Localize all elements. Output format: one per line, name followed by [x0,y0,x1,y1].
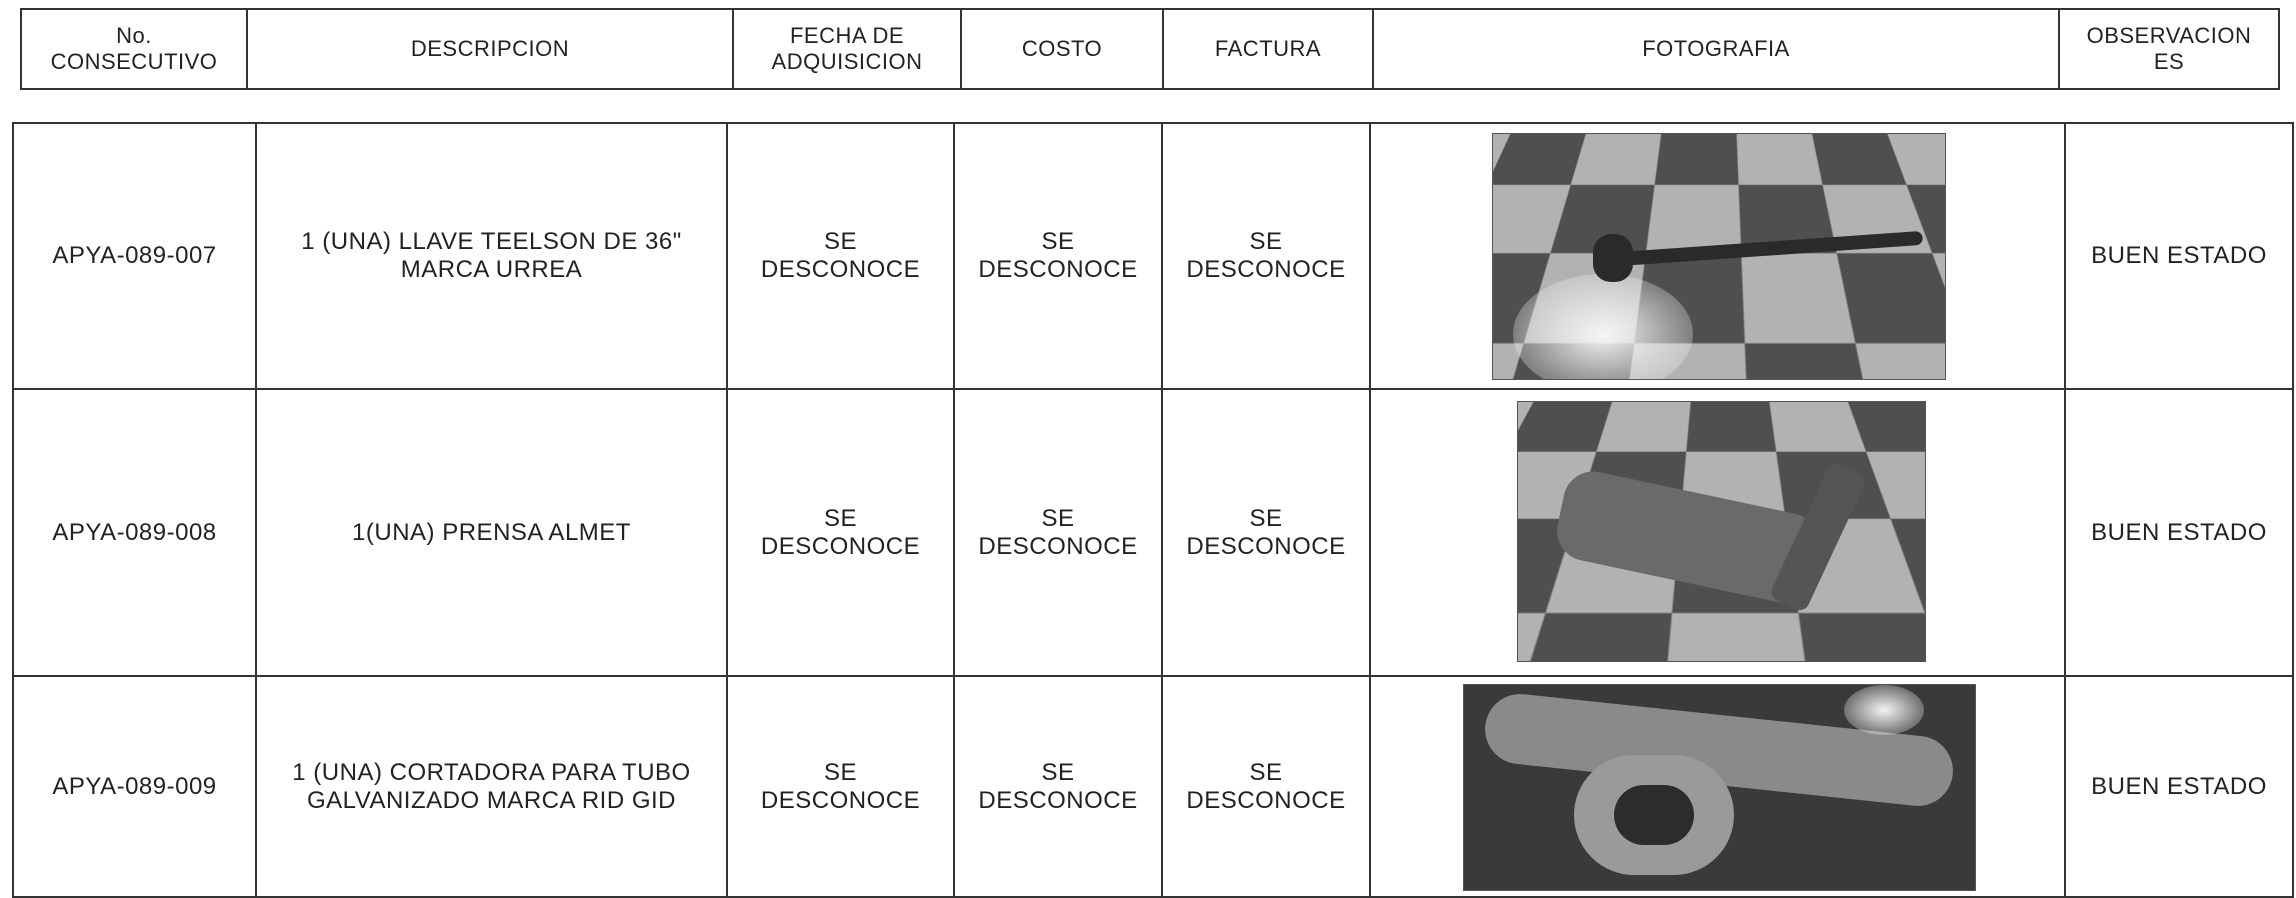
header-cell: FOTOGRAFIA [1372,8,2060,90]
header-cell: No. CONSECUTIVO [20,8,248,90]
header-row: No. CONSECUTIVO DESCRIPCION FECHA DE ADQUI… [20,8,2280,90]
table-cell: BUEN ESTADO [2064,122,2294,390]
photo [1463,684,1976,891]
table-row: APYA-089-007 1 (UNA) LLAVE TEELSON DE 36"… [12,122,2294,390]
table-cell: APYA-089-008 [12,388,257,677]
table-cell: APYA-089-007 [12,122,257,390]
table-cell: SE DESCONOCE [1161,388,1371,677]
photo [1517,401,1926,662]
header-cell: FECHA DE ADQUISICION [732,8,962,90]
table-cell: SE DESCONOCE [1161,122,1371,390]
photo [1492,133,1946,380]
table-cell: SE DESCONOCE [726,675,955,898]
table-cell: SE DESCONOCE [726,388,955,677]
table-cell: SE DESCONOCE [726,122,955,390]
table-cell: BUEN ESTADO [2064,675,2294,898]
table-cell: 1 (UNA) CORTADORA PARA TUBO GALVANIZADO … [255,675,728,898]
table-cell: SE DESCONOCE [953,675,1163,898]
header-cell: OBSERVACION ES [2058,8,2280,90]
table-cell: 1 (UNA) LLAVE TEELSON DE 36" MARCA URREA [255,122,728,390]
table-cell: SE DESCONOCE [953,388,1163,677]
table-cell: SE DESCONOCE [1161,675,1371,898]
header-cell: FACTURA [1162,8,1374,90]
table-cell: APYA-089-009 [12,675,257,898]
header-cell: COSTO [960,8,1164,90]
header-table: No. CONSECUTIVO DESCRIPCION FECHA DE ADQUI… [20,8,2280,90]
table-cell: 1(UNA) PRENSA ALMET [255,388,728,677]
header-cell: DESCRIPCION [246,8,734,90]
inventory-table: APYA-089-007 1 (UNA) LLAVE TEELSON DE 36"… [12,122,2294,898]
table-cell: SE DESCONOCE [953,122,1163,390]
table-cell: BUEN ESTADO [2064,388,2294,677]
table-row: APYA-089-008 1(UNA) PRENSA ALMET SE DESCON… [12,388,2294,677]
